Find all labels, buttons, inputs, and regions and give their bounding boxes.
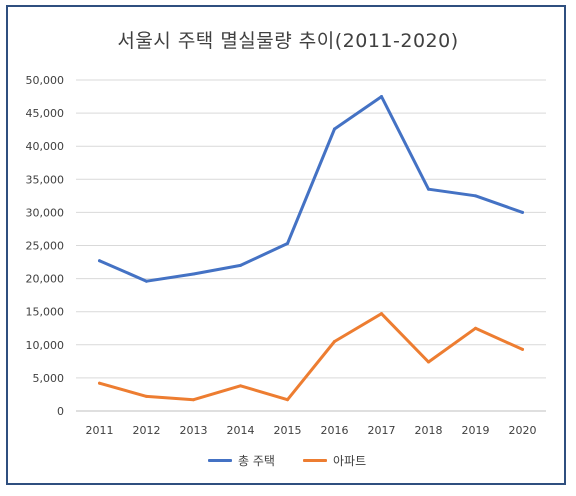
data-point: [239, 263, 242, 267]
x-tick-label: 2012: [133, 424, 161, 437]
x-tick-label: 2019: [462, 424, 490, 437]
series-line-0: [98, 95, 524, 283]
data-point: [380, 95, 383, 99]
x-tick-label: 2020: [509, 424, 537, 437]
data-point: [521, 210, 524, 214]
chart-title: 서울시 주택 멸실물량 추이(2011-2020): [117, 30, 459, 52]
x-tick-label: 2011: [86, 424, 114, 437]
y-tick-label: 5,000: [33, 372, 65, 385]
x-tick-label: 2015: [274, 424, 302, 437]
legend: 총 주택 아파트: [0, 452, 576, 468]
x-tick-label: 2014: [227, 424, 255, 437]
y-tick-label: 30,000: [26, 206, 65, 219]
y-tick-label: 35,000: [26, 173, 65, 186]
legend-label-total-housing: 총 주택: [238, 453, 275, 468]
series-lines: [98, 95, 524, 402]
legend-item-total-housing: 총 주택: [208, 452, 275, 468]
data-point: [333, 127, 336, 131]
data-point: [98, 381, 101, 385]
data-point: [145, 394, 148, 398]
y-tick-label: 10,000: [26, 339, 65, 352]
data-point: [286, 242, 289, 246]
data-point: [333, 339, 336, 343]
data-point: [474, 326, 477, 330]
grid-lines: [76, 79, 546, 412]
legend-swatch-apartment: [303, 458, 327, 462]
x-tick-label: 2017: [368, 424, 396, 437]
x-tick-label: 2013: [180, 424, 208, 437]
data-point: [192, 272, 195, 276]
data-point: [239, 384, 242, 388]
data-point: [427, 187, 430, 191]
data-point: [474, 194, 477, 198]
y-tick-label: 20,000: [26, 273, 65, 286]
legend-item-apartment: 아파트: [303, 452, 366, 468]
y-tick-label: 0: [57, 405, 64, 418]
data-point: [521, 347, 524, 351]
y-tick-label: 40,000: [26, 140, 65, 153]
x-axis-labels: 2011 2012 2013 2014 2015 2016 2017 2018 2019 2020: [86, 424, 537, 437]
legend-label-apartment: 아파트: [333, 453, 367, 468]
data-point: [145, 279, 148, 283]
data-point: [98, 259, 101, 263]
y-tick-label: 45,000: [26, 107, 65, 120]
data-point: [286, 398, 289, 402]
y-axis-labels: 0 5,000 10,000 15,000 20,000 25,000 30,000 35,0…: [26, 74, 65, 418]
series-line-1: [98, 312, 524, 402]
legend-swatch-total-housing: [208, 458, 232, 462]
data-point: [192, 398, 195, 402]
x-tick-label: 2018: [415, 424, 443, 437]
data-point: [380, 312, 383, 316]
x-tick-label: 2016: [321, 424, 349, 437]
data-point: [427, 360, 430, 364]
y-tick-label: 25,000: [26, 240, 65, 253]
y-tick-label: 15,000: [26, 306, 65, 319]
y-tick-label: 50,000: [26, 74, 65, 87]
